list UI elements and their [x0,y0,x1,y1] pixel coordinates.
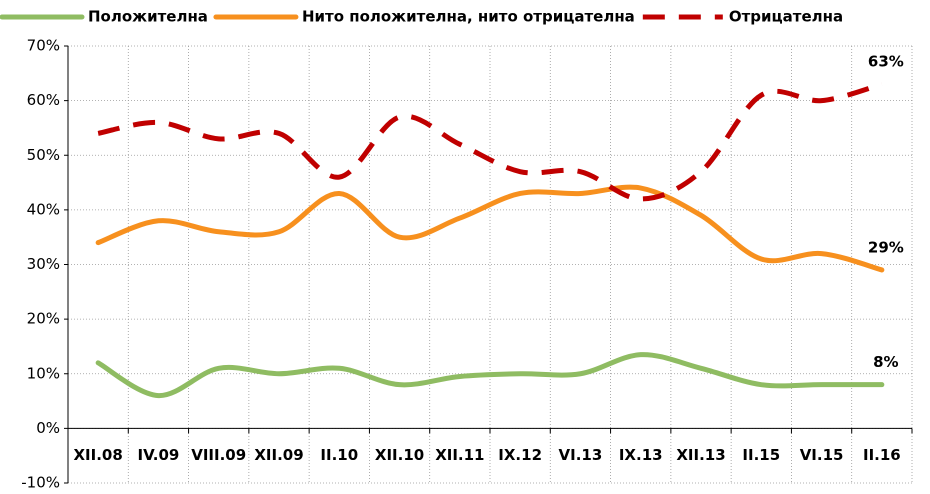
data-label: 8% [873,353,898,371]
x-tick-label: XII.10 [375,446,424,464]
x-tick-label: II.10 [320,446,358,464]
y-tick-label: 30% [27,255,60,273]
x-tick-label: II.16 [863,446,901,464]
x-tick-label: XII.08 [73,446,122,464]
y-tick-label: 50% [27,146,60,164]
x-tick-label: XII.11 [435,446,484,464]
legend-label: Отрицателна [729,8,843,26]
x-tick-label: IX.12 [498,446,542,464]
data-label: 63% [868,53,904,71]
y-tick-label: 40% [27,200,60,218]
y-tick-label: -10% [21,474,60,492]
x-tick-label: VI.13 [559,446,603,464]
x-tick-label: IV.09 [138,446,180,464]
x-tick-label: XII.09 [254,446,303,464]
y-tick-label: 20% [27,310,60,328]
legend-label: Положителна [88,8,208,26]
y-tick-label: 0% [36,419,60,437]
y-tick-label: 10% [27,364,60,382]
data-label: 29% [868,238,904,256]
series-line [95,184,885,273]
x-tick-label: VIII.09 [191,446,246,464]
x-tick-label: XII.13 [676,446,725,464]
x-tick-label: II.15 [742,446,780,464]
legend-label: Нито положителна, нито отрицателна [302,8,635,26]
x-tick-label: VI.15 [800,446,844,464]
series-line [97,81,883,202]
y-tick-label: 70% [27,37,60,55]
y-tick-label: 60% [27,91,60,109]
series-line [95,352,885,399]
x-tick-label: IX.13 [619,446,663,464]
